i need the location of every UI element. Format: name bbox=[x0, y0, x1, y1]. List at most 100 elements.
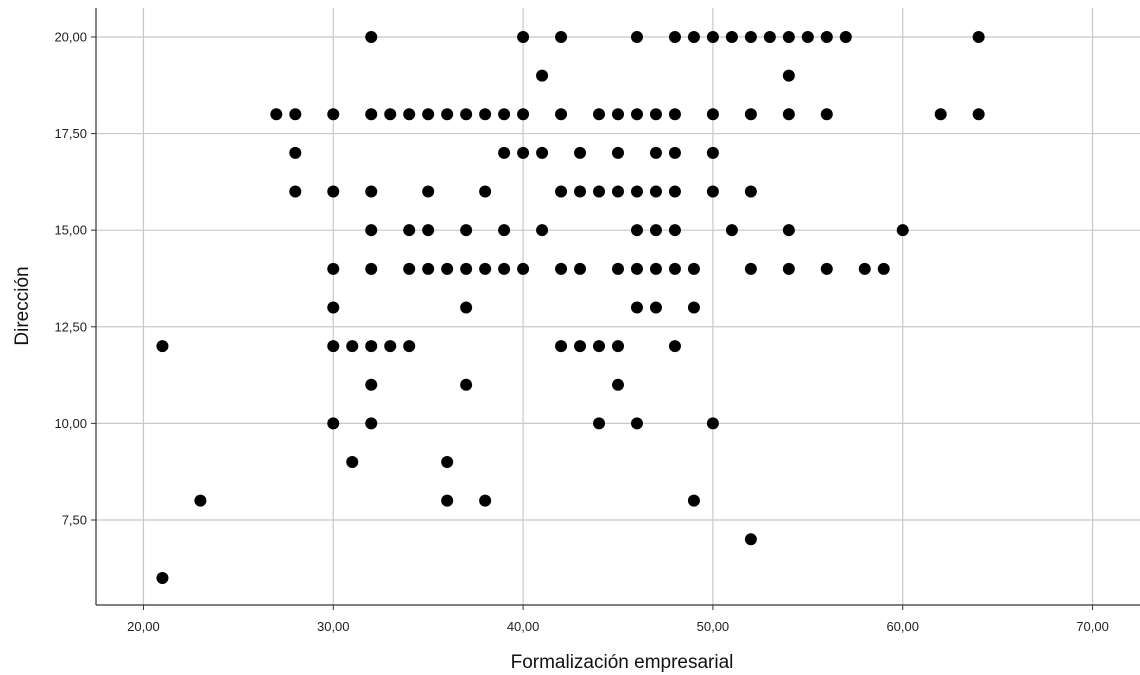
data-point bbox=[593, 185, 606, 198]
data-point bbox=[782, 30, 795, 43]
data-point bbox=[725, 30, 738, 43]
data-point bbox=[687, 30, 700, 43]
data-point bbox=[498, 262, 511, 275]
data-point bbox=[649, 301, 662, 314]
data-point bbox=[593, 108, 606, 121]
data-point bbox=[706, 146, 719, 159]
data-point bbox=[649, 146, 662, 159]
data-point bbox=[441, 494, 454, 507]
data-point bbox=[574, 146, 587, 159]
data-point bbox=[365, 340, 378, 353]
data-point bbox=[517, 262, 530, 275]
data-point bbox=[630, 185, 643, 198]
data-point bbox=[630, 417, 643, 430]
data-point bbox=[574, 185, 587, 198]
data-point bbox=[517, 30, 530, 43]
data-point bbox=[630, 30, 643, 43]
data-point bbox=[668, 30, 681, 43]
data-point bbox=[498, 146, 511, 159]
data-point bbox=[593, 340, 606, 353]
data-point bbox=[365, 224, 378, 237]
data-point bbox=[156, 340, 169, 353]
data-point bbox=[289, 185, 302, 198]
data-point bbox=[441, 108, 454, 121]
x-tick-label: 50,00 bbox=[697, 619, 730, 634]
data-point bbox=[460, 378, 473, 391]
data-point bbox=[194, 494, 207, 507]
data-point bbox=[744, 185, 757, 198]
data-point bbox=[706, 185, 719, 198]
data-point bbox=[839, 30, 852, 43]
data-point bbox=[327, 108, 340, 121]
data-point bbox=[782, 262, 795, 275]
x-tick-label: 30,00 bbox=[317, 619, 350, 634]
data-point bbox=[593, 417, 606, 430]
data-point bbox=[327, 417, 340, 430]
y-axis-title: Dirección bbox=[12, 266, 33, 345]
data-point bbox=[649, 224, 662, 237]
data-point bbox=[555, 340, 568, 353]
data-point bbox=[517, 146, 530, 159]
data-point bbox=[687, 262, 700, 275]
data-point bbox=[858, 262, 871, 275]
x-axis-title: Formalización empresarial bbox=[511, 652, 734, 673]
data-point bbox=[668, 108, 681, 121]
x-tick-label: 60,00 bbox=[886, 619, 919, 634]
data-point bbox=[820, 108, 833, 121]
data-point bbox=[630, 224, 643, 237]
data-point bbox=[327, 185, 340, 198]
data-point bbox=[668, 146, 681, 159]
data-point bbox=[422, 262, 435, 275]
y-tick-label: 12,50 bbox=[54, 319, 87, 334]
data-point bbox=[498, 224, 511, 237]
data-point bbox=[327, 340, 340, 353]
y-tick-label: 20,00 bbox=[54, 29, 87, 44]
data-point bbox=[365, 262, 378, 275]
data-point bbox=[612, 185, 624, 198]
data-point bbox=[668, 262, 681, 275]
data-point bbox=[441, 262, 454, 275]
data-point bbox=[536, 146, 549, 159]
data-point bbox=[782, 108, 795, 121]
y-tick-label: 7,50 bbox=[62, 512, 87, 527]
data-point bbox=[744, 30, 757, 43]
data-point bbox=[649, 108, 662, 121]
data-point bbox=[517, 108, 530, 121]
data-point bbox=[460, 262, 473, 275]
data-point bbox=[479, 262, 492, 275]
data-point bbox=[555, 30, 568, 43]
data-point bbox=[744, 108, 757, 121]
data-point bbox=[744, 533, 757, 546]
data-point bbox=[422, 108, 435, 121]
data-point bbox=[365, 417, 378, 430]
data-point bbox=[763, 30, 776, 43]
data-point bbox=[536, 69, 549, 82]
data-point bbox=[479, 185, 492, 198]
data-point bbox=[460, 224, 473, 237]
data-point bbox=[630, 301, 643, 314]
data-points bbox=[156, 30, 985, 584]
data-point bbox=[574, 340, 587, 353]
data-point bbox=[896, 224, 909, 237]
data-point bbox=[555, 108, 568, 121]
data-point bbox=[365, 108, 378, 121]
data-point bbox=[649, 262, 662, 275]
data-point bbox=[612, 340, 624, 353]
data-point bbox=[668, 340, 681, 353]
data-point bbox=[630, 108, 643, 121]
data-point bbox=[365, 185, 378, 198]
data-point bbox=[365, 30, 378, 43]
x-tick-label: 40,00 bbox=[507, 619, 540, 634]
data-point bbox=[612, 378, 624, 391]
data-point bbox=[801, 30, 814, 43]
data-point bbox=[612, 262, 624, 275]
data-point bbox=[460, 301, 473, 314]
data-point bbox=[384, 108, 397, 121]
data-point bbox=[327, 262, 340, 275]
data-point bbox=[536, 224, 549, 237]
data-point bbox=[289, 108, 302, 121]
data-point bbox=[972, 108, 985, 121]
data-point bbox=[346, 456, 359, 469]
data-point bbox=[289, 146, 302, 159]
